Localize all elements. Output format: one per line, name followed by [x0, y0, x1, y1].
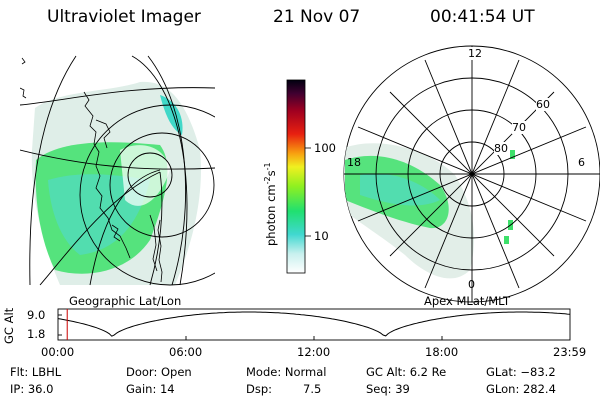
geographic-map-panel: [20, 55, 215, 286]
x-tick-1800: 18:00: [425, 345, 459, 359]
colorbar: [286, 79, 306, 274]
altitude-ticks: [58, 314, 443, 340]
x-tick-0600: 06:00: [169, 345, 203, 359]
polar-lat-60: 60: [536, 98, 550, 111]
instrument-title: Ultraviolet Imager: [47, 7, 201, 27]
uv-spot: [504, 236, 509, 244]
polar-mlt-0: 0: [468, 278, 475, 291]
seq-info: Seq: 39: [366, 382, 410, 396]
altitude-curve: [57, 311, 571, 337]
apex-panel-label: Apex MLat/MLT: [424, 294, 511, 308]
altitude-axis-label: GC Alt: [2, 307, 16, 344]
polar-grid: [344, 46, 600, 302]
uv-spot: [510, 150, 515, 159]
polar-mlt-18: 18: [347, 156, 361, 169]
date-label: 21 Nov 07: [273, 7, 361, 27]
door-info: Door: Open: [126, 365, 192, 379]
x-tick-1200: 12:00: [297, 345, 331, 359]
coastline: [20, 57, 163, 283]
altitude-y-max: 9.0: [27, 308, 46, 322]
colorbar-tick-100: 100: [314, 141, 336, 155]
geo-panel-label: Geographic Lat/Lon: [69, 294, 182, 308]
polar-mlt-12: 12: [468, 47, 482, 60]
gain-info: Gain: 14: [126, 382, 175, 396]
polar-lat-70: 70: [512, 121, 526, 134]
colorbar-tick-10: 10: [314, 229, 329, 243]
x-tick-0000: 00:00: [41, 345, 75, 359]
glat-info: GLat: −83.2: [486, 365, 556, 379]
gc-alt-info: GC Alt: 6.2 Re: [366, 365, 447, 379]
ip-info: IP: 36.0: [10, 382, 54, 396]
colorbar-ticks: [305, 147, 311, 237]
polar-mlt-6: 6: [578, 156, 585, 169]
polar-lat-80: 80: [494, 142, 508, 155]
altitude-plot: [57, 308, 571, 341]
glon-info: GLon: 282.4: [486, 382, 556, 396]
mode-info: Mode: Normal: [246, 365, 327, 379]
dsp-label: Dsp:: [246, 382, 273, 396]
uv-aurora-cyan: [360, 173, 440, 206]
x-tick-2359: 23:59: [553, 345, 587, 359]
altitude-y-min: 1.8: [27, 327, 46, 341]
filter-info: Flt: LBHL: [10, 365, 62, 379]
geo-grid: [20, 55, 215, 286]
dsp-value: 7.5: [303, 382, 322, 396]
polar-plot-panel: [343, 45, 600, 303]
colorbar-unit-label: photon cm-2s-1: [263, 162, 278, 246]
time-label: 00:41:54 UT: [430, 7, 535, 27]
